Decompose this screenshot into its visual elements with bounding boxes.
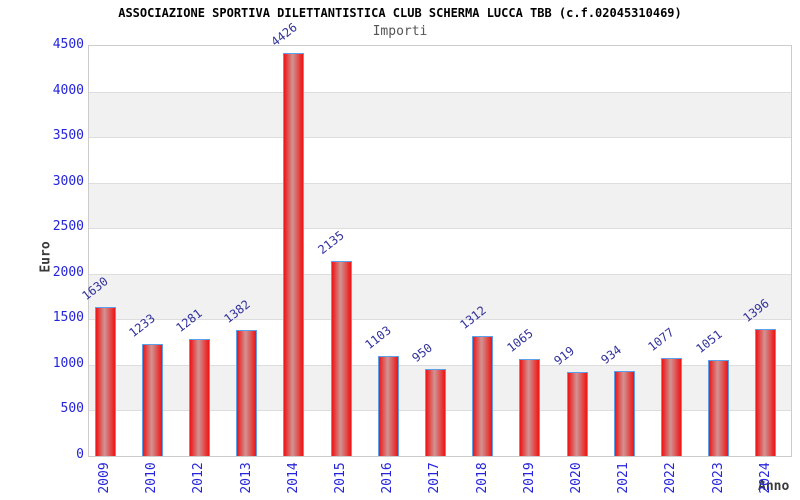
- x-tick-label: 2015: [333, 462, 348, 494]
- y-tick-label: 4500: [52, 37, 84, 52]
- bar-2009: [94, 307, 116, 456]
- plot-area: 1630 1233 1281 1382 4426 2135 1103 950 1312 1065 9…: [79, 20, 792, 457]
- x-tick-label: 2016: [380, 462, 396, 494]
- gridline: [89, 228, 791, 229]
- chart-title: ASSOCIAZIONE SPORTIVA DILETTANTISTICA CL…: [118, 6, 682, 20]
- y-tick-label: 500: [60, 401, 84, 417]
- bar-2017: [424, 369, 446, 456]
- bar-2016: [377, 355, 399, 456]
- y-tick-label: 1500: [52, 310, 84, 326]
- bar-value-label: 2135: [315, 228, 347, 258]
- gridline: [89, 183, 791, 184]
- bar-2020: [566, 372, 588, 456]
- y-tick-label: 4000: [52, 82, 84, 98]
- y-tick-label: 2000: [52, 264, 84, 280]
- bar-value-label: 1051: [692, 327, 725, 357]
- y-tick-label: 3500: [52, 128, 84, 144]
- x-tick-label: 2019: [521, 462, 537, 494]
- bar-value-label: 1077: [645, 325, 678, 354]
- bar-2023: [708, 360, 730, 456]
- bar-2022: [660, 357, 682, 456]
- chart-subtitle: Importi: [372, 24, 428, 39]
- bar-2021: [613, 370, 635, 456]
- bar-2024: [755, 328, 777, 456]
- grid-band: [89, 273, 791, 320]
- bar-2012: [188, 339, 210, 456]
- gridline: [89, 274, 791, 275]
- bar-value-label: 950: [409, 341, 436, 366]
- y-tick-label: 1000: [52, 355, 84, 371]
- x-tick-label: 2017: [427, 462, 443, 494]
- bar-value-label: 1103: [362, 322, 394, 352]
- bar-2013: [236, 330, 258, 456]
- grid-band: [89, 91, 791, 138]
- x-tick-label: 2014: [285, 462, 301, 494]
- bar-value-label: 934: [598, 342, 625, 367]
- x-tick-label: 2022: [663, 462, 679, 494]
- gridline: [89, 137, 791, 138]
- gridline: [89, 365, 791, 366]
- bar-2014: [283, 52, 305, 456]
- bar-value-label: 1065: [504, 326, 536, 355]
- x-tick-label: 2023: [710, 462, 726, 494]
- grid-band: [89, 182, 791, 229]
- x-tick-label: 2020: [569, 462, 584, 494]
- x-tick-label: 2009: [97, 462, 112, 494]
- y-tick-label: 2500: [52, 219, 84, 235]
- bar-2015: [330, 261, 352, 456]
- y-tick-label: 0: [76, 447, 84, 462]
- bar-2019: [519, 358, 541, 456]
- gridline: [89, 92, 791, 93]
- x-tick-label: 2010: [144, 462, 160, 494]
- x-tick-label: 2021: [616, 462, 632, 494]
- bar-2018: [472, 336, 494, 456]
- bar-2010: [141, 343, 163, 456]
- gridline: [89, 319, 791, 320]
- x-tick-label: 2018: [474, 462, 490, 494]
- x-axis-title: Anno: [758, 479, 790, 494]
- x-tick-label: 2024: [757, 462, 773, 494]
- y-tick-label: 3000: [52, 173, 84, 189]
- x-tick-label: 2013: [238, 462, 254, 494]
- x-tick-label: 2012: [191, 462, 207, 494]
